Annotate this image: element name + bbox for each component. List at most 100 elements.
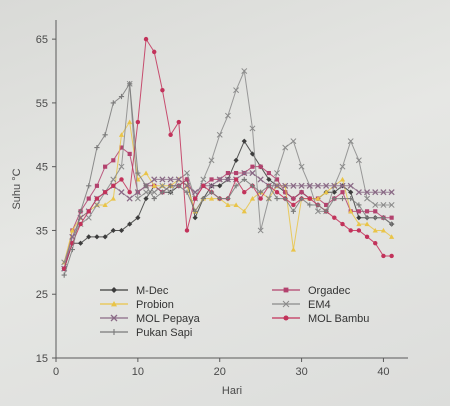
data-point: [389, 215, 394, 220]
plot-area: [55, 20, 408, 359]
data-point: [339, 182, 346, 189]
data-point: [291, 196, 296, 201]
x-tick-label: 30: [295, 366, 307, 378]
data-point: [134, 189, 141, 196]
data-point: [111, 183, 116, 189]
data-point: [290, 246, 296, 252]
data-point: [258, 196, 263, 201]
legend-label: EM4: [308, 299, 331, 311]
data-point: [127, 151, 132, 157]
data-point: [143, 170, 149, 176]
data-point: [86, 183, 92, 189]
data-point: [102, 189, 108, 195]
data-point: [389, 221, 395, 227]
data-point: [208, 195, 215, 201]
data-point: [127, 221, 133, 227]
data-point: [200, 195, 206, 202]
data-point: [356, 228, 362, 233]
data-point: [225, 170, 230, 176]
data-point: [258, 189, 264, 195]
data-point: [118, 163, 125, 170]
data-point: [119, 145, 124, 150]
data-point: [249, 169, 256, 177]
y-tick-label: 55: [36, 98, 48, 110]
data-point: [381, 253, 386, 259]
y-tick-label: 65: [36, 34, 48, 46]
data-point: [208, 182, 215, 189]
data-point: [234, 170, 239, 176]
data-point: [151, 195, 157, 202]
data-point: [233, 177, 239, 182]
data-point: [249, 183, 256, 189]
data-point: [102, 202, 108, 208]
data-point: [110, 195, 116, 201]
data-point: [266, 183, 272, 189]
data-point: [389, 253, 394, 259]
legend-label: Pukan Sapi: [136, 327, 192, 339]
data-point: [274, 195, 280, 202]
data-point: [258, 164, 263, 169]
data-point: [119, 177, 124, 182]
legend-item: MOL Bambu: [272, 313, 369, 325]
data-point: [176, 119, 182, 125]
data-point: [176, 183, 182, 189]
data-point: [208, 189, 215, 195]
data-point: [282, 195, 288, 202]
data-point: [356, 202, 362, 208]
data-point: [143, 195, 149, 202]
data-point: [69, 246, 75, 253]
data-point: [241, 169, 248, 177]
data-point: [241, 208, 247, 214]
data-point: [257, 176, 264, 183]
data-point: [134, 195, 141, 202]
data-point: [184, 170, 190, 177]
data-point: [94, 144, 100, 151]
data-point: [356, 215, 362, 221]
data-point: [152, 49, 157, 55]
legend: M-Dec Orgadec Probion EM4 MOL Pepaya MOL Bamb…: [100, 285, 369, 339]
data-point: [314, 182, 322, 189]
x-tick-label: 40: [377, 366, 389, 378]
data-point: [184, 177, 190, 182]
data-point: [282, 300, 290, 308]
data-point: [127, 119, 133, 125]
legend-item: MOL Pepaya: [100, 313, 201, 325]
data-point: [307, 202, 313, 208]
data-point: [380, 227, 387, 233]
data-point: [208, 157, 215, 164]
data-point: [373, 209, 378, 214]
series-em4: [61, 68, 395, 266]
data-point: [331, 182, 338, 189]
y-tick-label: 45: [36, 162, 48, 174]
data-point: [168, 183, 174, 189]
data-point: [111, 329, 117, 335]
data-point: [290, 208, 296, 214]
data-point: [77, 240, 84, 246]
data-point: [160, 87, 165, 93]
data-point: [356, 221, 362, 227]
data-point: [340, 221, 345, 227]
data-point: [339, 176, 346, 182]
data-point: [184, 228, 190, 233]
data-point: [69, 227, 75, 233]
data-point: [159, 189, 166, 195]
data-point: [380, 215, 387, 221]
data-point: [93, 201, 100, 208]
data-point: [340, 190, 345, 195]
data-point: [77, 208, 84, 214]
data-point: [364, 221, 370, 227]
legend-item: M-Dec: [100, 285, 169, 297]
data-point: [151, 176, 158, 183]
data-point: [274, 189, 280, 195]
data-point: [364, 189, 371, 196]
data-point: [61, 272, 67, 278]
data-point: [323, 182, 330, 189]
data-point: [323, 208, 329, 214]
data-point: [339, 195, 346, 202]
data-point: [110, 100, 116, 106]
data-point: [273, 182, 281, 189]
data-point: [167, 189, 174, 196]
data-point: [241, 138, 247, 144]
data-point: [291, 202, 296, 208]
data-point: [250, 164, 255, 169]
